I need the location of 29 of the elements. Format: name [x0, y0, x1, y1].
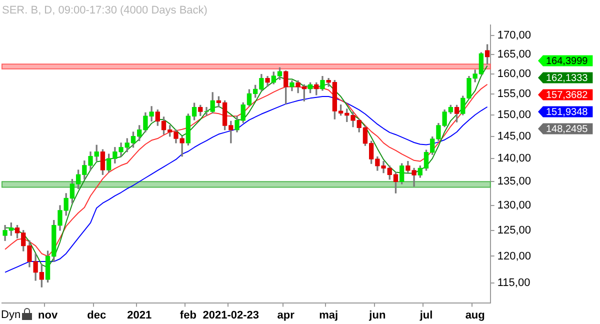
text: Dyn: [1, 309, 21, 322]
x-tick-label: aug: [465, 309, 485, 322]
y-tick-label: 145,00: [497, 130, 532, 142]
y-tick-label: 120,00: [497, 250, 532, 262]
x-tick-label: maj: [319, 309, 338, 322]
text: 151,9348: [546, 106, 588, 118]
y-tick-label: 160,00: [497, 68, 532, 80]
y-tick-label: 125,00: [497, 224, 532, 236]
y-tick-label: 165,00: [497, 48, 532, 60]
x-tick-label: nov: [38, 309, 58, 322]
y-tick-label: 170,00: [497, 30, 532, 42]
text: 148,2495: [546, 124, 588, 135]
x-tick-label: jun: [368, 309, 386, 322]
y-tick-label: 140,00: [497, 152, 532, 165]
y-tick-label: 115,00: [497, 277, 530, 290]
chart-title: SER. B, D, 09:00-17:30 (4000 Days Back): [2, 4, 208, 17]
y-tick-label: 135,00: [497, 176, 532, 188]
x-tick-label: jul: [418, 309, 433, 322]
x-tick-label: 2021-02-23: [202, 309, 260, 322]
x-tick-label: dec: [87, 309, 106, 322]
y-tick-label: 155,00: [497, 88, 532, 100]
text: 157,3682: [546, 90, 588, 101]
text: 162,1333: [546, 72, 588, 84]
text: 164,3999: [546, 56, 588, 67]
x-tick-label: apr: [277, 309, 296, 322]
x-tick-label: feb: [180, 309, 197, 322]
y-tick-label: 130,00: [497, 200, 532, 212]
y-tick-label: 150,00: [497, 108, 532, 121]
x-tick-label: 2021: [127, 309, 152, 322]
